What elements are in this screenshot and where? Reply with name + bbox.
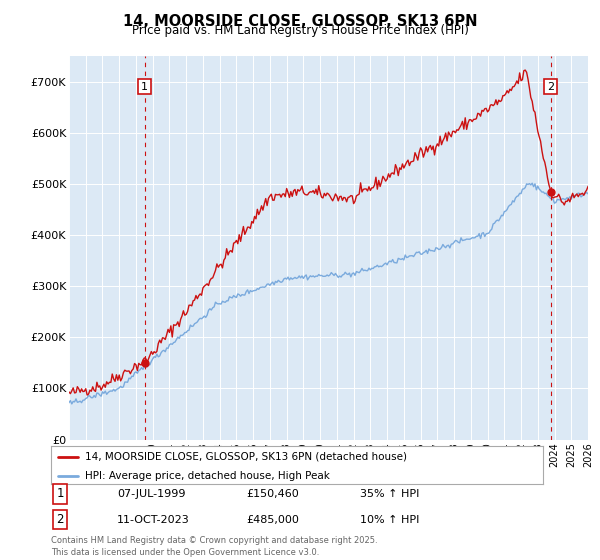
Text: 1: 1	[141, 82, 148, 92]
Text: 1: 1	[56, 487, 64, 501]
Text: 14, MOORSIDE CLOSE, GLOSSOP, SK13 6PN (detached house): 14, MOORSIDE CLOSE, GLOSSOP, SK13 6PN (d…	[85, 452, 407, 462]
Text: £150,460: £150,460	[246, 489, 299, 499]
Text: HPI: Average price, detached house, High Peak: HPI: Average price, detached house, High…	[85, 471, 331, 481]
Text: 11-OCT-2023: 11-OCT-2023	[117, 515, 190, 525]
Text: Price paid vs. HM Land Registry's House Price Index (HPI): Price paid vs. HM Land Registry's House …	[131, 24, 469, 37]
Text: 35% ↑ HPI: 35% ↑ HPI	[360, 489, 419, 499]
Text: 14, MOORSIDE CLOSE, GLOSSOP, SK13 6PN: 14, MOORSIDE CLOSE, GLOSSOP, SK13 6PN	[123, 14, 477, 29]
Text: £485,000: £485,000	[246, 515, 299, 525]
Text: 2: 2	[56, 513, 64, 526]
Text: 10% ↑ HPI: 10% ↑ HPI	[360, 515, 419, 525]
Text: 07-JUL-1999: 07-JUL-1999	[117, 489, 185, 499]
Text: Contains HM Land Registry data © Crown copyright and database right 2025.
This d: Contains HM Land Registry data © Crown c…	[51, 536, 377, 557]
Text: 2: 2	[547, 82, 554, 92]
